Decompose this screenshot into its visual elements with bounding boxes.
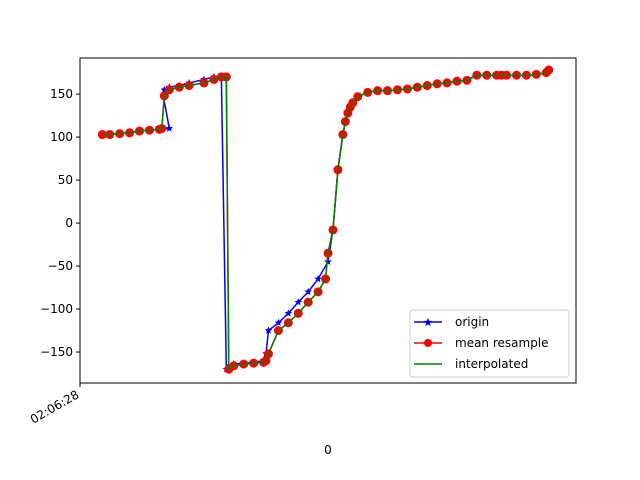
- y-tick-label-5: −100: [40, 302, 73, 316]
- origin-point-24: [274, 318, 283, 327]
- y-tick-label-4: −50: [48, 259, 73, 273]
- origin-point-7: [165, 124, 174, 132]
- axes-frame: [79, 57, 577, 384]
- legend-interp-label: interpolated: [455, 357, 528, 371]
- legend-box: [409, 309, 570, 378]
- plot-area: [97, 65, 554, 374]
- series-interp-line: [102, 69, 550, 371]
- origin-point-23: [264, 326, 273, 334]
- legend: origin mean resample interpolated: [409, 309, 570, 378]
- legend-mean-label: mean resample: [455, 336, 549, 350]
- origin-point-26: [294, 298, 303, 306]
- y-axis: 150 100 50 0 −50 −100 −150: [40, 87, 80, 359]
- legend-origin-label: origin: [455, 315, 489, 329]
- origin-point-28: [314, 274, 322, 283]
- origin-point-27: [304, 287, 312, 296]
- y-tick-label-1: 100: [50, 130, 73, 144]
- legend-origin-star-icon: [424, 318, 432, 326]
- y-tick-label-6: −150: [40, 345, 73, 359]
- origin-point-29: [324, 257, 332, 266]
- y-tick-label-0: 150: [50, 87, 73, 101]
- y-tick-label-2: 50: [58, 173, 73, 187]
- y-tick-label-3: 0: [65, 216, 73, 230]
- legend-mean-dot-icon: [424, 339, 432, 347]
- origin-point-25: [284, 309, 293, 317]
- x-axis-label: 0: [324, 443, 332, 457]
